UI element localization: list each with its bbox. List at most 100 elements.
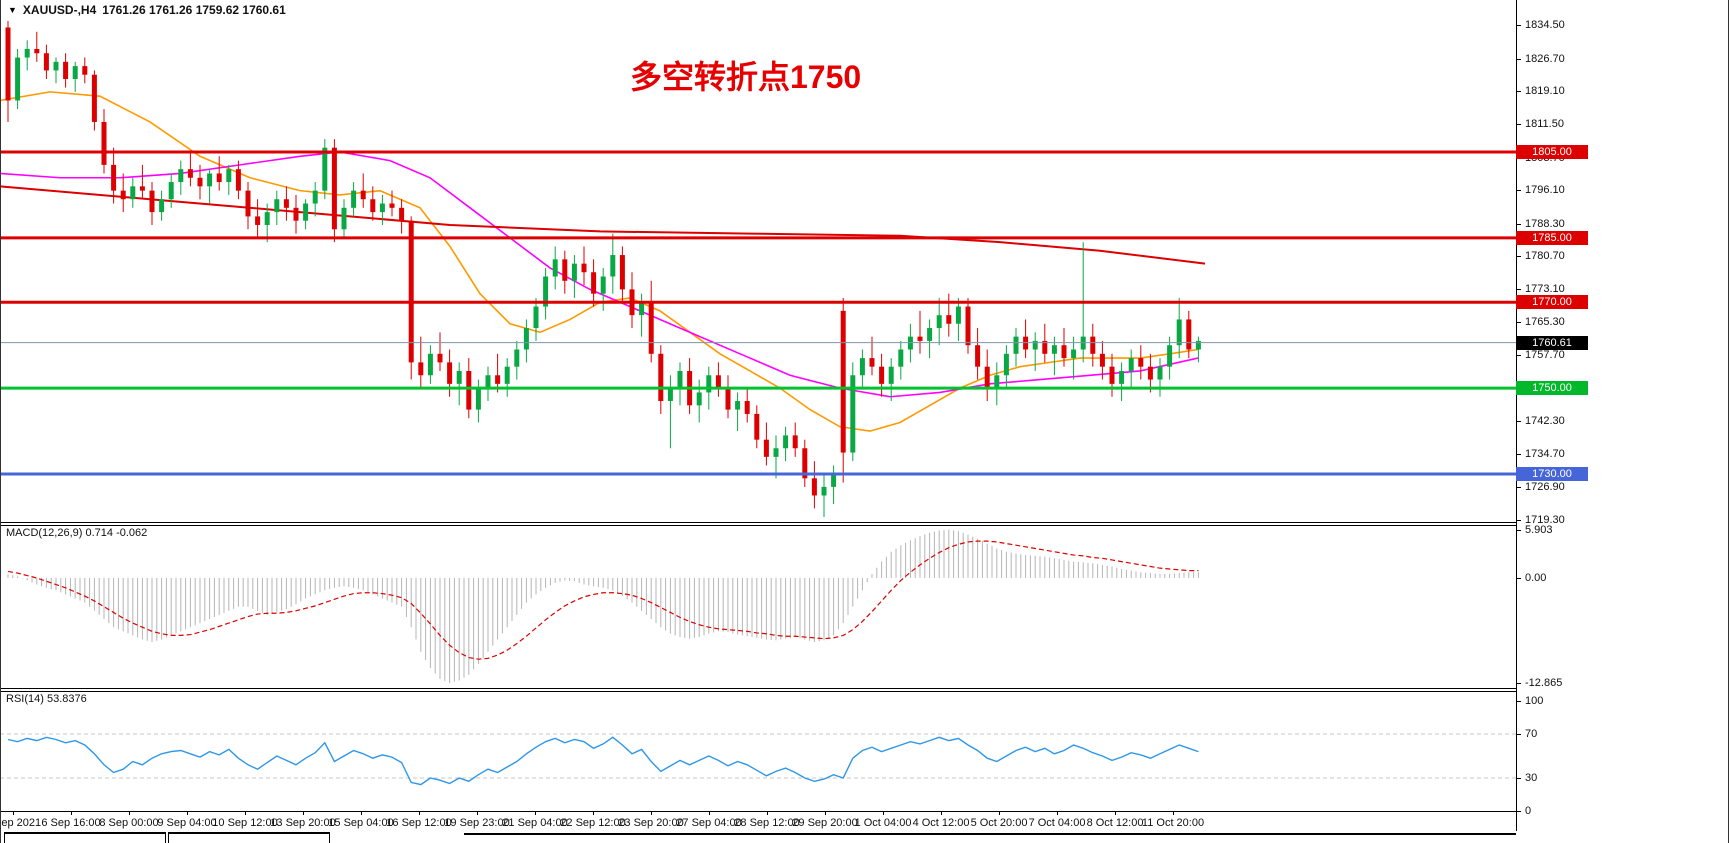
axis-tick-mark: [1516, 421, 1521, 423]
axis-tick-mark: [1516, 453, 1521, 455]
time-tick-mark: [1057, 812, 1058, 815]
rsi-value: 53.8376: [46, 693, 87, 705]
axis-tick-mark: [1516, 256, 1521, 258]
time-tick-mark: [651, 812, 652, 815]
symbol-dropdown-icon[interactable]: ▼: [8, 5, 17, 15]
price-level-badge: 1805.00: [1516, 145, 1588, 159]
rsi-panel-top-border: [0, 691, 1516, 692]
time-tick-mark: [1173, 812, 1174, 815]
time-tick-mark: [709, 812, 710, 815]
axis-tick-mark: [1516, 487, 1521, 489]
time-tick-mark: [999, 812, 1000, 815]
bottom-tab-bar: [0, 832, 1729, 843]
axis-tick-mark: [1516, 190, 1521, 192]
axis-tick-mark: [1516, 355, 1521, 357]
macd-name: MACD(12,26,9): [6, 527, 83, 539]
time-tick-label: 1 Oct 04:00: [854, 817, 912, 829]
time-tick-mark: [593, 812, 594, 815]
time-tick-mark: [361, 812, 362, 815]
time-tick-mark: [419, 812, 420, 815]
price-level-badge: 1750.00: [1516, 381, 1588, 396]
price-tick-label: 1719.30: [1525, 513, 1565, 526]
price-tick-label: 1726.90: [1525, 481, 1565, 494]
time-tick-mark: [767, 812, 768, 815]
price-tick-label: 1811.50: [1525, 118, 1564, 131]
rsi-tick-label: 0: [1525, 805, 1532, 817]
time-tick-label: 29 Sep 20:00: [792, 817, 858, 829]
time-tick-mark: [535, 812, 536, 815]
time-tick-mark: [825, 812, 826, 815]
time-tick-mark: [477, 812, 478, 815]
time-tick-mark: [129, 812, 130, 815]
time-tick-label: 9 Sep 04:00: [157, 817, 217, 829]
macd-panel-top-border: [0, 525, 1516, 526]
price-tick-label: 1773.10: [1525, 282, 1565, 295]
time-tick-label: 11 Oct 20:00: [1141, 817, 1205, 829]
axis-tick-mark: [1516, 322, 1521, 324]
rsi-name: RSI(14): [6, 693, 44, 705]
rsi-tick-label: 70: [1525, 728, 1538, 740]
ohlc-readout: 1761.26 1761.26 1759.62 1760.61: [102, 3, 286, 17]
axis-tick-mark: [1516, 578, 1521, 579]
time-tick-mark: [71, 812, 72, 815]
time-tick-mark: [941, 812, 942, 815]
macd-indicator-label: MACD(12,26,9) 0.714 -0.062: [6, 527, 147, 539]
axis-tick-mark: [1516, 811, 1521, 812]
axis-tick-mark: [1516, 25, 1521, 27]
price-tick-label: 1819.10: [1525, 85, 1565, 98]
time-tick-label: 8 Sep 00:00: [99, 817, 159, 829]
price-level-badge: 1760.61: [1516, 335, 1588, 350]
price-tick-label: 1742.30: [1525, 415, 1565, 428]
time-tick-label: 8 Oct 12:00: [1086, 817, 1144, 829]
bottom-bar-divider: [464, 833, 1516, 835]
bottom-tab-stub[interactable]: [4, 832, 166, 843]
axis-tick-mark: [1516, 519, 1521, 521]
time-tick-mark: [883, 812, 884, 815]
macd-tick-label: 5.903: [1525, 523, 1553, 536]
time-tick-mark: [303, 812, 304, 815]
time-tick-label: 3 Sep 2021: [0, 817, 42, 829]
time-tick-label: 6 Sep 16:00: [41, 817, 101, 829]
main-panel-bottom-border: [0, 522, 1516, 523]
price-tick-label: 1826.70: [1525, 52, 1565, 65]
macd-values: 0.714 -0.062: [85, 527, 148, 539]
price-tick-label: 1834.50: [1525, 19, 1565, 32]
macd-panel-bottom-border: [0, 688, 1516, 689]
axis-tick-mark: [1516, 683, 1521, 685]
time-tick-label: 22 Sep 12:00: [560, 817, 626, 829]
axis-tick-mark: [1516, 223, 1521, 225]
price-tick-label: 1765.30: [1525, 316, 1565, 329]
price-level-badge: 1770.00: [1516, 295, 1588, 310]
axis-tick-mark: [1516, 288, 1521, 290]
macd-tick-label: 0.00: [1525, 572, 1547, 584]
symbol-timeframe-label: XAUUSD-,H4: [22, 3, 97, 17]
rsi-tick-label: 30: [1525, 772, 1538, 784]
price-tick-label: 1780.70: [1525, 250, 1565, 263]
axis-tick-mark: [1516, 734, 1521, 735]
time-tick-label: 28 Sep 12:00: [734, 817, 800, 829]
price-tick-label: 1788.30: [1525, 217, 1565, 230]
axis-tick-mark: [1516, 91, 1521, 93]
time-tick-label: 10 Sep 12:00: [212, 817, 278, 829]
rsi-tick-label: 100: [1525, 695, 1544, 707]
axis-tick-mark: [1516, 529, 1521, 531]
chart-title-row: ▼ XAUUSD-,H4 1761.26 1761.26 1759.62 176…: [8, 3, 286, 17]
time-tick-label: 15 Sep 04:00: [328, 817, 394, 829]
axis-tick-mark: [1516, 778, 1521, 779]
price-tick-label: 1734.70: [1525, 447, 1565, 460]
axis-tick-mark: [1516, 58, 1521, 60]
axis-tick-mark: [1516, 124, 1521, 126]
time-tick-label: 23 Sep 20:00: [618, 817, 684, 829]
chart-annotation-text: 多空转折点1750: [630, 59, 862, 95]
time-tick-label: 5 Oct 20:00: [970, 817, 1028, 829]
time-tick-mark: [13, 812, 14, 815]
time-tick-label: 21 Sep 04:00: [502, 817, 568, 829]
time-tick-mark: [1115, 812, 1116, 815]
rsi-indicator-label: RSI(14) 53.8376: [6, 693, 87, 705]
time-tick-mark: [245, 812, 246, 815]
bottom-tab-stub[interactable]: [168, 832, 330, 843]
time-tick-label: 13 Sep 20:00: [270, 817, 336, 829]
